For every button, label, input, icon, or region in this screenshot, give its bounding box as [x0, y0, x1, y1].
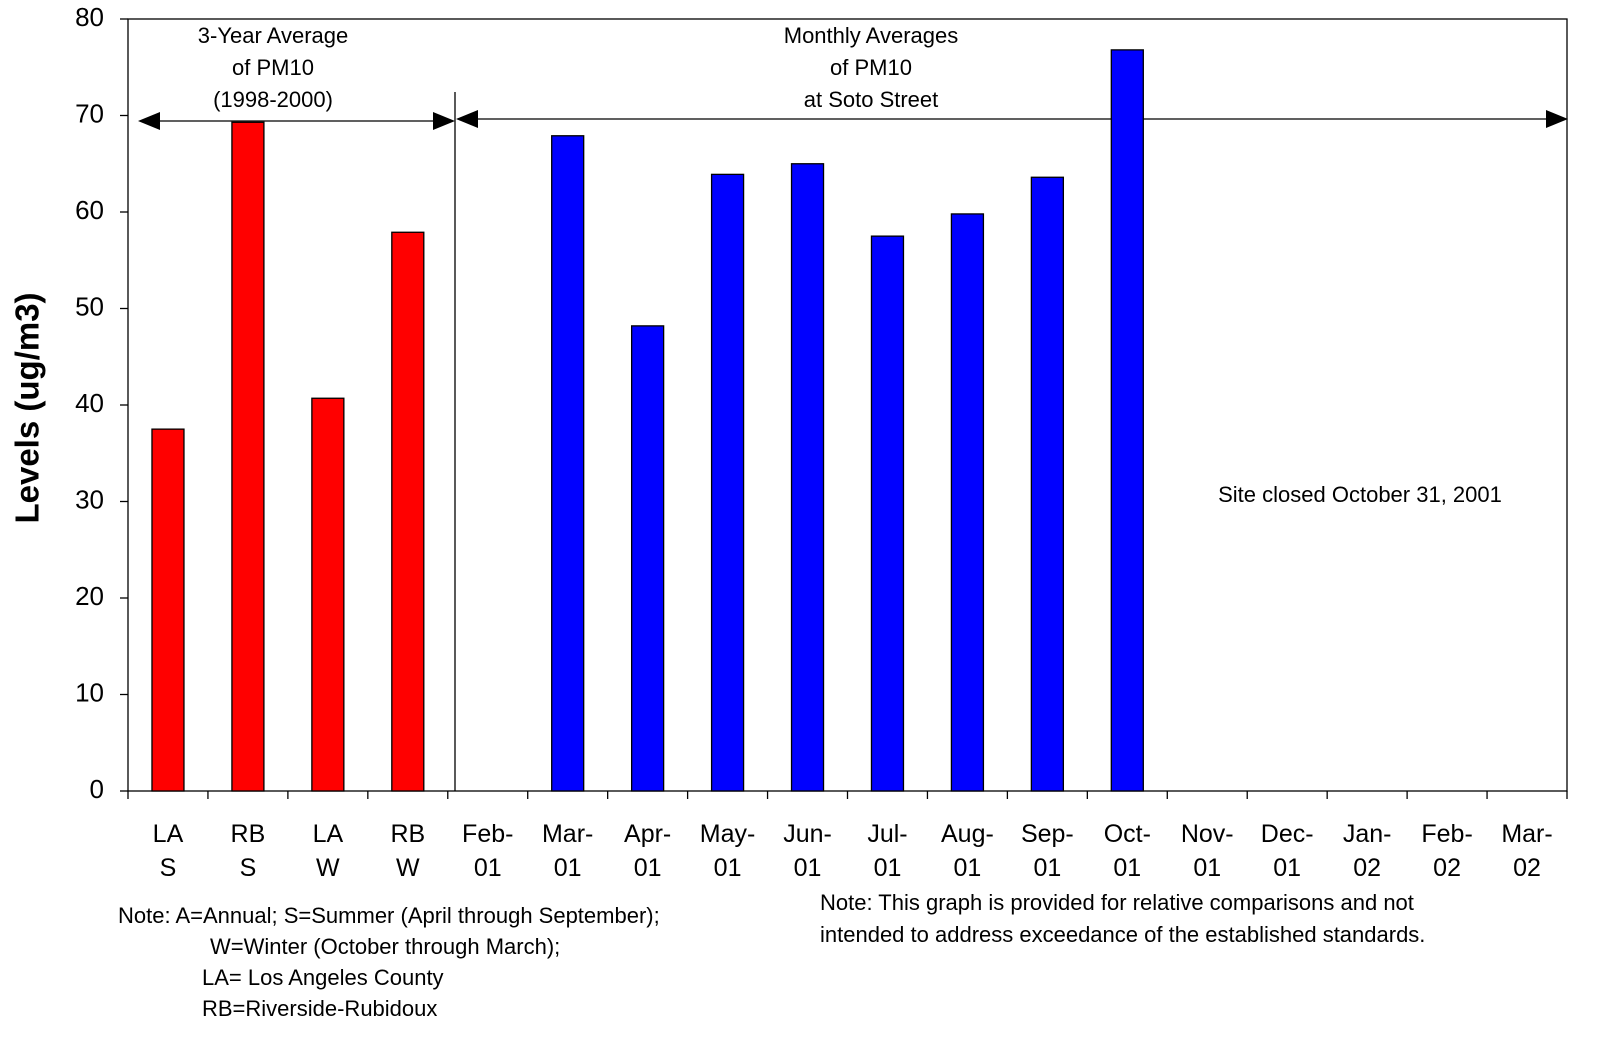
x-tick-label-line: 01 — [714, 854, 742, 882]
x-tick-label-line: 01 — [794, 854, 822, 882]
bar — [950, 213, 985, 792]
bar — [630, 325, 665, 792]
x-tick-label-line: S — [160, 854, 177, 882]
x-tick-label: Mar- 01 — [542, 820, 593, 882]
bar — [710, 173, 745, 792]
annotation-line: LA= Los Angeles County — [202, 965, 444, 990]
x-tick-label-line: LA — [313, 820, 344, 848]
x-tick-label-line: 02 — [1353, 854, 1381, 882]
x-tick-label: Jan- 02 — [1343, 820, 1392, 882]
x-tick-label: LA W — [313, 820, 344, 882]
y-tick-label: 80 — [75, 2, 104, 32]
y-tick-label: 20 — [75, 581, 104, 611]
x-tick-label-line: 02 — [1513, 854, 1541, 882]
left-arrow — [138, 112, 455, 130]
x-tick-label: Jun- 01 — [783, 820, 832, 882]
x-tick-label-line: 01 — [1273, 854, 1301, 882]
x-tick-label: Sep- 01 — [1021, 820, 1074, 882]
x-tick-label: Aug- 01 — [941, 820, 994, 882]
y-axis-title: Levels (ug/m3) — [9, 292, 46, 523]
bar — [870, 235, 905, 792]
x-tick-label-line: 01 — [474, 854, 502, 882]
x-tick-label: Oct- 01 — [1104, 820, 1151, 882]
annotation-line: (1998-2000) — [213, 87, 333, 112]
annotation: Note: This graph is provided for relativ… — [820, 890, 1425, 947]
x-tick-label-line: May- — [700, 820, 756, 848]
x-tick-label-line: Dec- — [1261, 820, 1314, 848]
x-tick-label-line: W — [316, 854, 340, 882]
x-tick-label-line: RB — [390, 820, 425, 848]
x-tick-label-line: Jun- — [783, 820, 832, 848]
x-tick-label: Apr- 01 — [624, 820, 671, 882]
bar — [790, 163, 825, 792]
bar — [1110, 49, 1144, 792]
x-tick-label-line: 01 — [554, 854, 582, 882]
x-tick-label-line: Mar- — [542, 820, 593, 848]
annotation-line: of PM10 — [232, 55, 314, 80]
annotation: Monthly Averages of PM10 at Soto Street — [784, 23, 958, 112]
annotation: Site closed October 31, 2001 — [1218, 482, 1502, 507]
x-tick-label-line: Sep- — [1021, 820, 1074, 848]
annotation-line: 3-Year Average — [198, 23, 348, 48]
y-tick-label: 70 — [75, 98, 104, 128]
bar — [1030, 176, 1065, 792]
x-tick-label-line: 01 — [874, 854, 902, 882]
bar — [151, 428, 185, 792]
x-tick-label-line: Feb- — [462, 820, 513, 848]
annotation-line: at Soto Street — [804, 87, 939, 112]
x-tick-label: RB W — [390, 820, 425, 882]
y-tick-label: 0 — [90, 774, 104, 804]
x-tick-label: Feb- 02 — [1421, 820, 1472, 882]
y-tick-label: 30 — [75, 484, 104, 514]
x-tick-label: LA S — [153, 820, 184, 882]
annotation-line: Note: A=Annual; S=Summer (April through … — [118, 903, 660, 928]
x-tick-label-line: Oct- — [1104, 820, 1151, 848]
bar — [311, 397, 345, 792]
bar — [231, 121, 265, 792]
x-tick-label: Nov- 01 — [1181, 820, 1234, 882]
x-tick-label-line: LA — [153, 820, 184, 848]
bar — [391, 231, 425, 792]
annotation: Note: A=Annual; S=Summer (April through … — [118, 903, 660, 1021]
x-tick-label-line: 02 — [1433, 854, 1461, 882]
x-tick-label: Feb- 01 — [462, 820, 513, 882]
right-arrow — [456, 110, 1568, 128]
x-tick-label-line: RB — [231, 820, 266, 848]
y-tick-label: 10 — [75, 677, 104, 707]
x-tick-label: May- 01 — [700, 820, 756, 882]
x-tick-label-line: Mar- — [1501, 820, 1552, 848]
x-tick-label: RB S — [231, 820, 266, 882]
x-tick-label-line: S — [240, 854, 257, 882]
x-tick-label-line: Feb- — [1421, 820, 1472, 848]
annotation: 3-Year Average of PM10 (1998-2000) — [198, 23, 348, 112]
x-tick-label-line: 01 — [954, 854, 982, 882]
annotation-line: of PM10 — [830, 55, 912, 80]
x-tick-label-line: Aug- — [941, 820, 994, 848]
x-tick-label-line: 01 — [1193, 854, 1221, 882]
x-tick-label-line: W — [396, 854, 420, 882]
x-tick-label: Jul- 01 — [867, 820, 907, 882]
x-tick-label-line: Apr- — [624, 820, 671, 848]
x-tick-label-line: 01 — [1113, 854, 1141, 882]
annotation-line: intended to address exceedance of the es… — [820, 922, 1425, 947]
x-tick-label-line: Jul- — [867, 820, 907, 848]
x-tick-label-line: Nov- — [1181, 820, 1234, 848]
annotation-line: Monthly Averages — [784, 23, 958, 48]
y-tick-label: 40 — [75, 388, 104, 418]
x-tick-label-line: 01 — [1033, 854, 1061, 882]
annotation-line: Note: This graph is provided for relativ… — [820, 890, 1414, 915]
annotation-line: W=Winter (October through March); — [210, 934, 560, 959]
y-tick-label: 60 — [75, 195, 104, 225]
x-tick-label-line: 01 — [634, 854, 662, 882]
bar — [551, 135, 585, 792]
x-tick-label: Dec- 01 — [1261, 820, 1314, 882]
x-tick-label: Mar- 02 — [1501, 820, 1552, 882]
annotation-line: RB=Riverside-Rubidoux — [202, 996, 437, 1021]
x-tick-label-line: Jan- — [1343, 820, 1392, 848]
y-tick-label: 50 — [75, 291, 104, 321]
